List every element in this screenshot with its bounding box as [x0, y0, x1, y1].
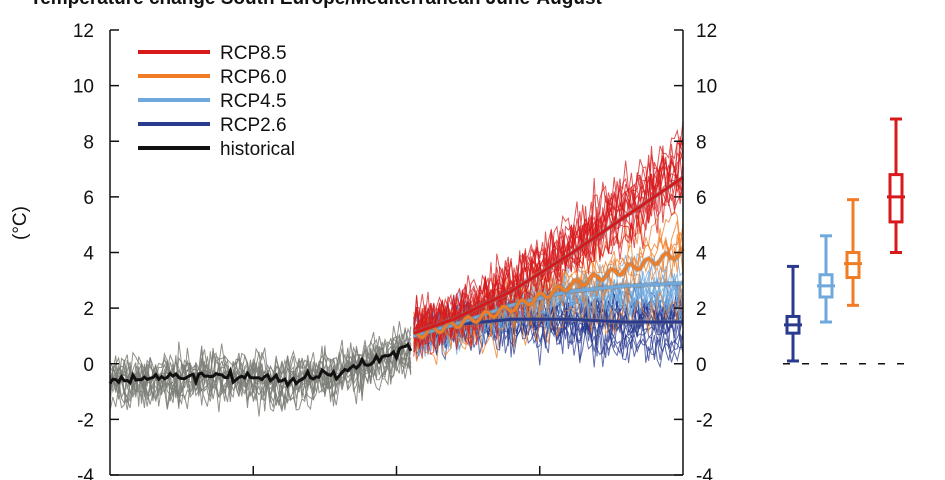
- y-tick-label-left: 4: [83, 244, 94, 265]
- chart-title: Temperature change South Europe/Mediterr…: [30, 0, 602, 10]
- ensemble-lines: [109, 120, 684, 417]
- box-whiskers: [783, 117, 905, 365]
- ensemble-line-rcp45: [413, 272, 684, 353]
- y-tick-label-left: 2: [83, 299, 94, 320]
- mean-line-rcp85: [413, 176, 684, 335]
- y-tick-label-left: 10: [73, 77, 94, 98]
- y-tick-label-right: -2: [696, 410, 713, 431]
- legend: RCP8.5 RCP6.0 RCP4.5 RCP2.6 historical: [138, 43, 295, 160]
- historical-ensemble-line: [109, 326, 412, 392]
- legend-label-rcp85: RCP8.5: [220, 43, 287, 64]
- y-tick-label-left: 0: [83, 355, 94, 376]
- legend-label-rcp26: RCP2.6: [220, 115, 287, 136]
- mean-line-historical: [108, 342, 413, 389]
- mean-line-rcp60: [413, 247, 685, 340]
- y-tick-label-left: -2: [77, 410, 94, 431]
- y-tick-label-right: 12: [696, 21, 717, 42]
- y-tick-label-left: 8: [83, 132, 94, 153]
- legend-label-historical: historical: [220, 139, 295, 160]
- ensemble-line-rcp60: [413, 280, 684, 366]
- historical-ensemble-line: [109, 321, 412, 393]
- legend-label-rcp60: RCP6.0: [220, 67, 287, 88]
- historical-ensemble-line: [109, 343, 412, 412]
- legend-label-rcp45: RCP4.5: [220, 91, 287, 112]
- y-tick-label-right: 6: [696, 188, 707, 209]
- historical-ensemble-line: [109, 353, 411, 411]
- y-tick-label-right: 4: [696, 244, 707, 265]
- axes: -4 -4 -2 -2 0 0 2 2 4 4 6 6 8 8 10 10 12 12: [73, 21, 717, 480]
- y-tick-label-right: -4: [696, 466, 713, 480]
- y-tick-label-left: 6: [83, 188, 94, 209]
- y-tick-label-left: 12: [73, 21, 94, 42]
- y-tick-label-right: 2: [696, 299, 707, 320]
- y-tick-label-right: 0: [696, 355, 707, 376]
- series-means: [108, 175, 685, 389]
- y-tick-label-left: -4: [77, 466, 94, 480]
- y-tick-label-right: 10: [696, 77, 717, 98]
- y-tick-label-right: 8: [696, 132, 707, 153]
- ensemble-line-rcp85: [413, 174, 684, 353]
